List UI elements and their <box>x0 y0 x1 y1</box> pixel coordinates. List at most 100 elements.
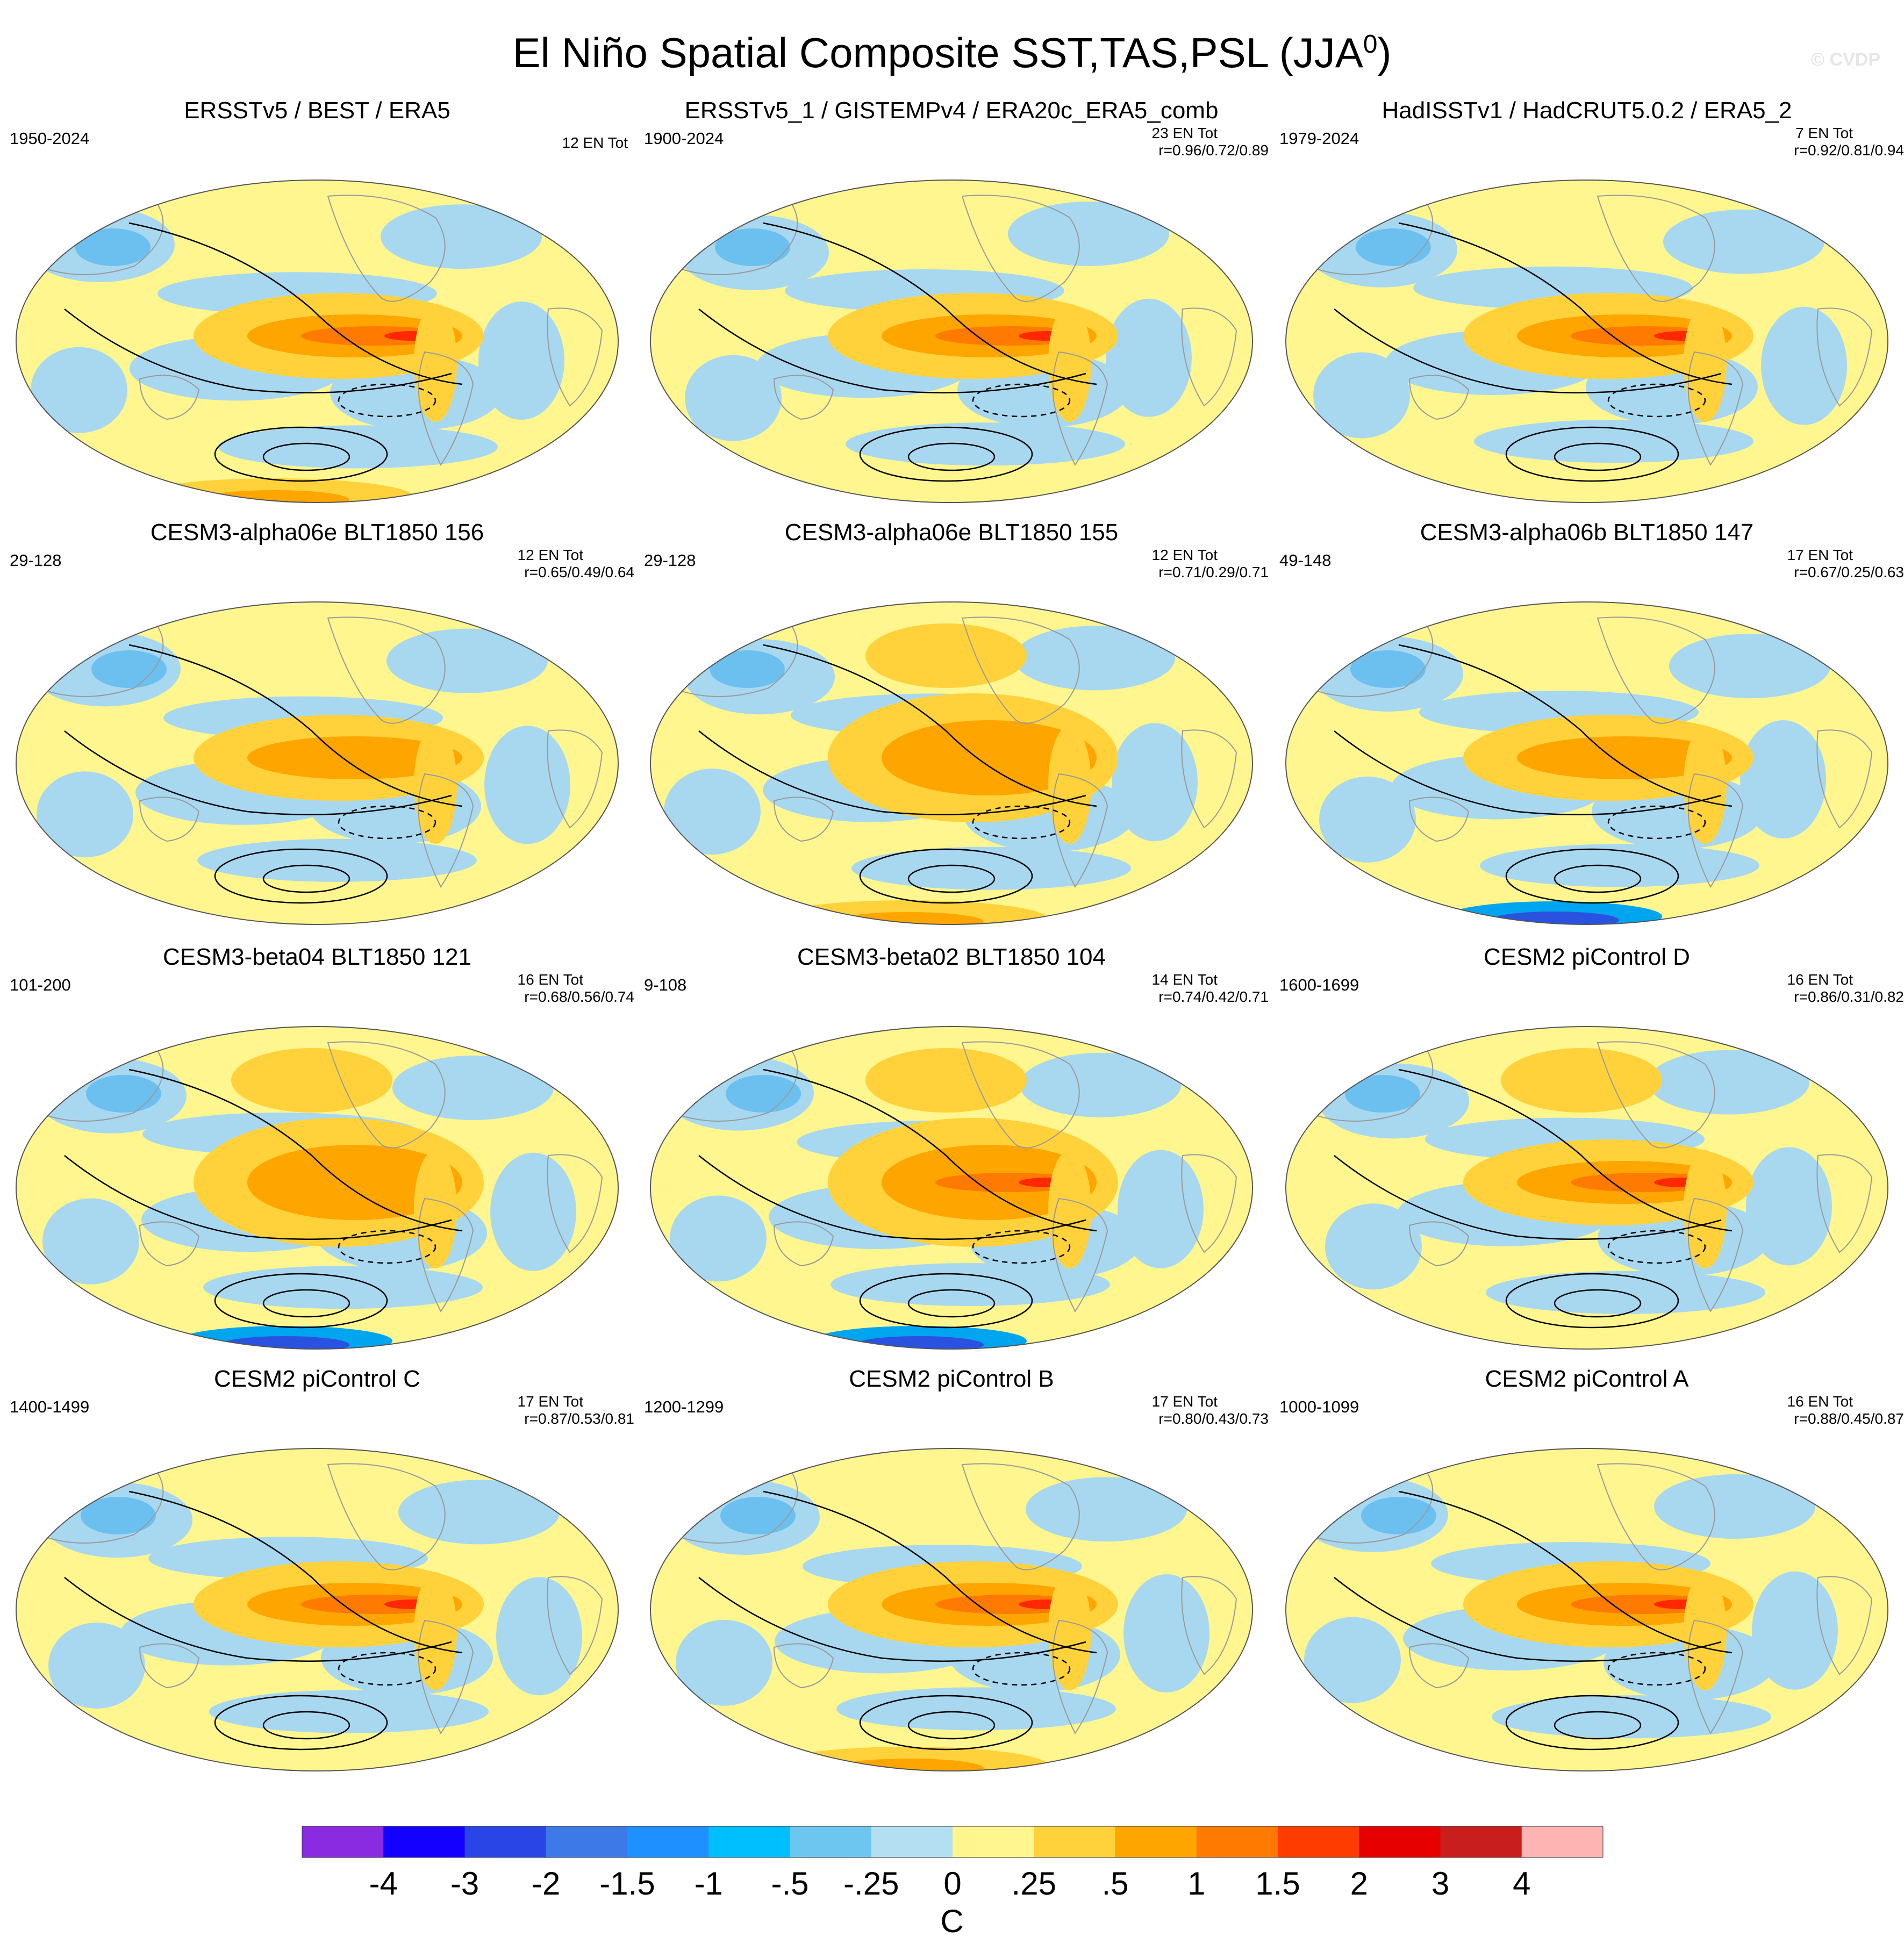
colorbar-border <box>302 1826 1604 1858</box>
cool-anomaly <box>398 1480 560 1545</box>
coastline <box>1408 1221 1470 1267</box>
psl-contour <box>763 222 1097 385</box>
colorbar-swatch <box>1278 1826 1359 1857</box>
map-panel: HadISSTv1 / HadCRUT5.0.2 / ERA5_2 1979-20… <box>1270 97 1904 521</box>
panel-title: CESM2 piControl C <box>214 1366 420 1392</box>
map-panel: CESM3-beta02 BLT1850 104 9-108 14 EN Tot r=… <box>634 943 1269 1368</box>
cool-anomaly <box>664 769 761 855</box>
psl-contour <box>262 442 350 471</box>
cool-anomaly <box>1008 202 1169 266</box>
coastline <box>1816 729 1873 829</box>
map-field <box>16 180 618 503</box>
colorbar-tick-label: -.5 <box>771 1866 809 1902</box>
cool-anomaly <box>670 1195 767 1282</box>
cool-anomaly <box>1474 420 1753 463</box>
psl-contour <box>1334 1577 1722 1662</box>
coastline <box>139 375 200 420</box>
cool-anomaly <box>726 1075 801 1113</box>
psl-contour <box>128 644 463 807</box>
map-panel: CESM2 piControl D 1600-1699 16 EN Tot r=0.8… <box>1270 943 1904 1368</box>
psl-contour <box>1554 1711 1642 1740</box>
title-superscript: 0 <box>1363 30 1378 59</box>
warm-anomaly <box>1048 304 1091 422</box>
pattern-correlation: r=0.88/0.45/0.87 <box>1794 1410 1904 1427</box>
panel-years: 101-200 <box>10 975 71 994</box>
cool-anomaly <box>1325 1203 1422 1290</box>
cool-anomaly <box>1313 352 1410 439</box>
cool-anomaly <box>1112 723 1198 842</box>
cool-anomaly <box>1106 298 1192 417</box>
cool-anomaly <box>386 628 548 693</box>
cool-anomaly <box>197 838 477 882</box>
cool-anomaly <box>1490 912 1619 924</box>
panel-title: CESM3-beta04 BLT1850 121 <box>163 944 471 970</box>
cool-anomaly <box>496 1577 582 1696</box>
colorbar-swatch <box>1359 1826 1441 1857</box>
psl-contour <box>907 442 996 471</box>
coastline <box>1408 375 1470 420</box>
coastline <box>1052 1197 1108 1312</box>
coastline <box>1408 797 1470 842</box>
cool-anomaly <box>1304 1617 1401 1703</box>
cool-anomaly <box>86 1075 161 1113</box>
coastline <box>327 1463 446 1570</box>
colorbar-swatch <box>1440 1826 1522 1857</box>
psl-contour-negative <box>972 805 1071 840</box>
panel-stats: 23 EN Tot r=0.96/0.72/0.89 <box>1152 125 1269 159</box>
cool-anomaly <box>851 847 1131 890</box>
psl-contour <box>1398 644 1733 807</box>
colorbar-tick-label: .25 <box>1011 1866 1056 1902</box>
psl-contour <box>698 1577 1086 1662</box>
cool-anomaly <box>855 1336 984 1349</box>
psl-contour <box>1554 864 1642 893</box>
warm-anomaly <box>882 720 1097 795</box>
cool-anomaly <box>710 650 785 688</box>
coastline <box>418 1619 474 1734</box>
colorbar-tick-label: -1 <box>694 1866 723 1902</box>
panel-years: 1979-2024 <box>1279 129 1359 148</box>
cool-anomaly <box>715 228 790 266</box>
panel-stats: 16 EN Tot r=0.86/0.31/0.82 <box>1787 971 1904 1006</box>
colorbar-swatch <box>464 1826 547 1857</box>
map-svg <box>650 1448 1253 1771</box>
psl-contour <box>64 1155 452 1240</box>
coastline <box>1687 1619 1744 1734</box>
map-panel: ERSSTv5_1 / GISTEMPv4 / ERA20c_ERA5_comb… <box>634 97 1269 521</box>
warm-anomaly <box>1684 304 1727 422</box>
cool-anomaly <box>1663 209 1824 274</box>
psl-contour <box>1554 1289 1642 1318</box>
coastline <box>1181 1576 1237 1675</box>
cool-anomaly <box>48 1623 145 1709</box>
cool-anomaly <box>1480 844 1759 887</box>
colorbar-swatch <box>708 1826 790 1857</box>
panel-years: 29-128 <box>10 551 62 570</box>
coastline <box>327 616 446 724</box>
map-svg <box>1285 1026 1888 1350</box>
psl-contour <box>907 1289 996 1318</box>
cool-anomaly <box>720 1497 796 1534</box>
map-svg <box>650 180 1253 503</box>
map-border <box>1285 1448 1888 1771</box>
panel-title: HadISSTv1 / HadCRUT5.0.2 / ERA5_2 <box>1382 97 1792 124</box>
colorbar-unit: C <box>940 1903 964 1939</box>
pattern-correlation: r=0.96/0.72/0.89 <box>1158 142 1269 159</box>
warm-anomaly <box>1048 726 1091 844</box>
colorbar-swatch <box>790 1826 872 1857</box>
main-title: El Niño Spatial Composite SST,TAS,PSL (J… <box>0 20 1904 77</box>
warm-anomaly <box>1501 1048 1662 1113</box>
psl-contour <box>1505 1695 1679 1751</box>
coastline <box>773 375 834 420</box>
psl-contour <box>214 1273 388 1329</box>
coastline <box>773 1221 834 1267</box>
map-svg <box>16 180 619 503</box>
warm-anomaly <box>1684 1572 1727 1690</box>
map-border <box>650 601 1253 925</box>
psl-contour-negative <box>338 383 436 418</box>
psl-contour <box>128 1490 463 1654</box>
colorbar-swatch <box>1196 1826 1278 1857</box>
colorbar-tick-label: -2 <box>532 1866 561 1902</box>
cool-anomaly <box>490 1152 576 1271</box>
coastline <box>1181 1154 1237 1253</box>
psl-contour <box>698 730 1086 815</box>
cool-anomaly <box>1752 1571 1838 1690</box>
